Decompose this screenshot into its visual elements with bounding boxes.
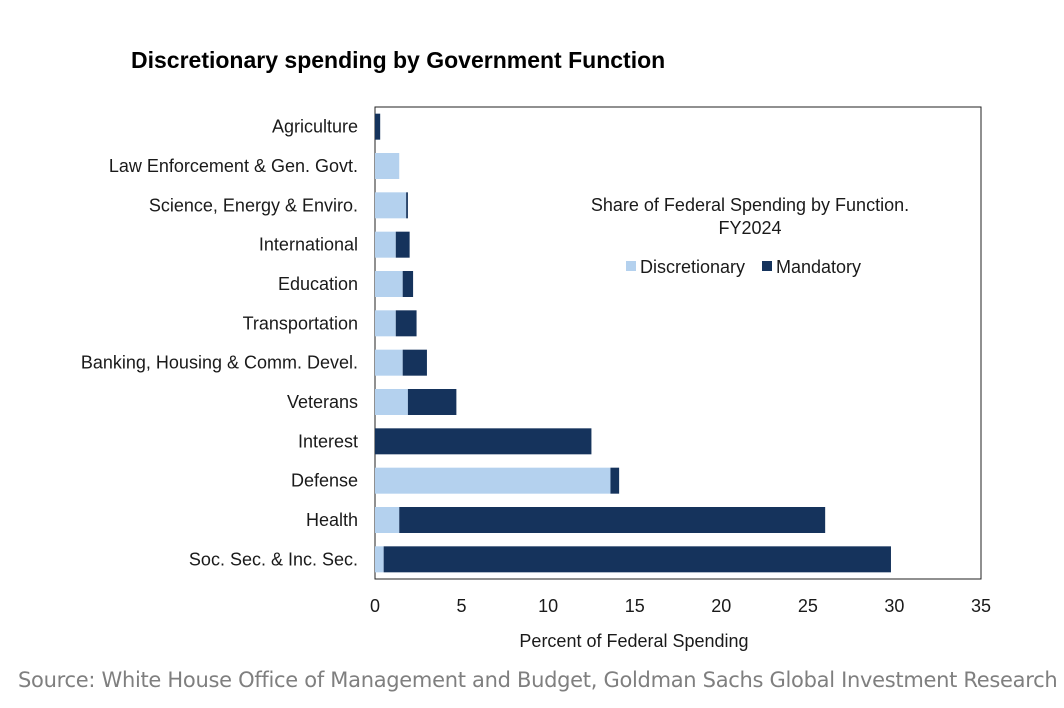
bar-mandatory-11 xyxy=(383,546,891,573)
x-axis-label: Percent of Federal Spending xyxy=(519,631,748,651)
bar-mandatory-7 xyxy=(407,389,457,415)
legend-swatch-mandatory xyxy=(762,261,772,271)
bar-chart: Agriculture Law Enforcement & Gen. Govt. S… xyxy=(81,106,991,651)
bar-mandatory-8 xyxy=(375,428,592,455)
bar-mandatory-2 xyxy=(406,192,408,219)
category-label: Veterans xyxy=(287,392,358,412)
plot-area-border xyxy=(374,106,982,580)
category-label: Soc. Sec. & Inc. Sec. xyxy=(189,549,358,569)
bars xyxy=(375,113,891,573)
legend-label-discretionary: Discretionary xyxy=(640,257,745,277)
x-axis-tick-labels: 0 5 10 15 20 25 30 35 xyxy=(370,596,991,616)
bar-mandatory-9 xyxy=(610,467,620,494)
bar-discretionary-11 xyxy=(375,546,384,573)
x-tick-label: 30 xyxy=(884,596,904,616)
x-tick-label: 0 xyxy=(370,596,380,616)
x-tick-label: 25 xyxy=(798,596,818,616)
bar-discretionary-3 xyxy=(375,231,396,258)
legend: Discretionary Mandatory xyxy=(626,257,861,277)
x-tick-label: 5 xyxy=(457,596,467,616)
category-label: Interest xyxy=(298,431,358,451)
x-tick-label: 15 xyxy=(625,596,645,616)
chart-title: Discretionary spending by Government Fun… xyxy=(131,47,666,73)
category-label: Agriculture xyxy=(272,117,358,137)
x-tick-label: 35 xyxy=(971,596,991,616)
source-note: Source: White House Office of Management… xyxy=(18,668,1058,692)
inset-title-line-1: Share of Federal Spending by Function. xyxy=(591,195,909,215)
bar-discretionary-2 xyxy=(375,192,407,219)
category-label: International xyxy=(259,235,358,255)
category-label: Science, Energy & Enviro. xyxy=(149,195,358,215)
bar-mandatory-3 xyxy=(395,231,410,258)
bar-discretionary-5 xyxy=(375,310,396,337)
bar-discretionary-4 xyxy=(375,271,403,297)
bar-mandatory-10 xyxy=(399,507,826,533)
category-label: Health xyxy=(306,510,358,530)
bar-discretionary-6 xyxy=(375,349,403,376)
bar-mandatory-5 xyxy=(395,310,417,337)
category-label: Banking, Housing & Comm. Devel. xyxy=(81,353,358,373)
category-label: Education xyxy=(278,274,358,294)
bar-discretionary-10 xyxy=(375,507,400,533)
x-tick-label: 10 xyxy=(538,596,558,616)
bar-discretionary-1 xyxy=(375,153,400,179)
bar-mandatory-0 xyxy=(375,113,381,140)
bar-mandatory-4 xyxy=(402,271,414,297)
inset-title-line-2: FY2024 xyxy=(718,218,781,238)
bar-discretionary-7 xyxy=(375,389,408,415)
category-label: Defense xyxy=(291,471,358,491)
bar-discretionary-9 xyxy=(375,467,611,494)
legend-label-mandatory: Mandatory xyxy=(776,257,861,277)
x-tick-label: 20 xyxy=(711,596,731,616)
category-label: Law Enforcement & Gen. Govt. xyxy=(109,156,358,176)
legend-swatch-discretionary xyxy=(626,261,636,271)
bar-mandatory-6 xyxy=(402,349,427,376)
category-labels: Agriculture Law Enforcement & Gen. Govt. S… xyxy=(81,117,358,570)
category-label: Transportation xyxy=(243,313,358,333)
